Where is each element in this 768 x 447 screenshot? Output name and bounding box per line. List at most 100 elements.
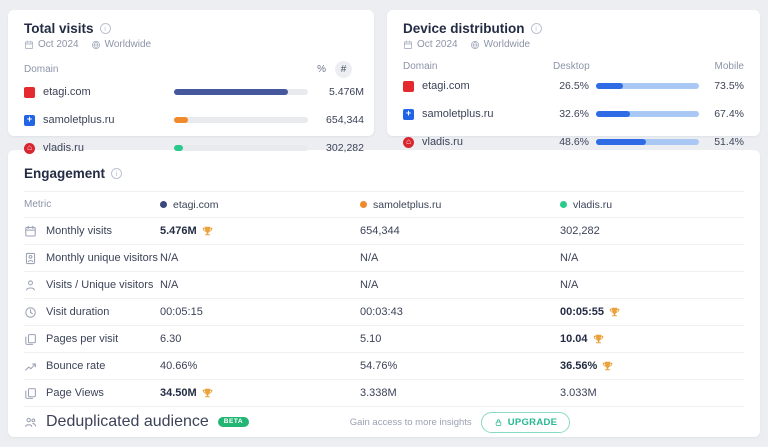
info-icon[interactable] (99, 23, 111, 34)
domain-cell: samoletplus.ru (403, 108, 553, 120)
domain-cell: vladis.ru (403, 136, 553, 148)
total-visits-title: Total visits (24, 21, 94, 36)
visits-value: 5.476M (328, 86, 364, 98)
total-visits-filters: Oct 2024 Worldwide (24, 39, 364, 50)
metric-label: Page Views (46, 387, 104, 399)
mobile-share-value: 51.4% (714, 136, 744, 148)
trophy-icon (202, 226, 213, 237)
domain-label: etagi.com (43, 86, 91, 98)
etagi-favicon (24, 86, 35, 98)
metric-value-cell: N/A (360, 252, 560, 264)
domain-label: etagi.com (422, 80, 470, 92)
device-distribution-rows: etagi.com 26.5% 73.5% samoletplus.ru 32.6% 67… (403, 72, 744, 156)
metric-value: N/A (360, 279, 379, 291)
info-icon[interactable] (111, 167, 123, 179)
metric-value-cell: 302,282 (560, 225, 744, 237)
metric-value: 3.033M (560, 387, 597, 399)
total-visits-table-header: Domain % # (24, 61, 364, 78)
metric-value-cell: N/A (360, 279, 560, 291)
mobile-share-value: 73.5% (714, 80, 744, 92)
badge-user-icon (24, 252, 37, 265)
device-distribution-table-header: Domain Desktop Mobile (403, 61, 744, 72)
engagement-title: Engagement (24, 165, 106, 181)
metric-value-cell: N/A (560, 279, 744, 291)
metric-cell: Page Views (24, 387, 160, 400)
engagement-metric-row: Visit duration 00:05:15 00:03:43 00:05:55 (24, 298, 744, 325)
metric-value-cell: 36.56% (560, 360, 744, 372)
metric-value: 00:05:55 (560, 306, 605, 318)
metric-value: 5.476M (160, 225, 197, 237)
metric-value: 54.76% (360, 360, 398, 372)
metric-cell: Bounce rate (24, 360, 160, 373)
engagement-metric-row: Bounce rate 40.66% 54.76% 36.56% (24, 352, 744, 379)
metric-value-cell: 00:03:43 (360, 306, 560, 318)
metric-cell: Visit duration (24, 306, 160, 319)
upgrade-button[interactable]: UPGRADE (480, 411, 571, 433)
domain-column-header: samoletplus.ru (360, 199, 560, 211)
clock-icon (24, 306, 37, 319)
upgrade-cta-text: Gain access to more insights (349, 416, 472, 428)
mobile-column-header: Mobile (714, 61, 744, 72)
info-icon[interactable] (530, 23, 542, 34)
legend-dot (560, 201, 567, 208)
percent-toggle[interactable]: % (317, 64, 326, 75)
metric-value-cell: 40.66% (160, 360, 360, 372)
domain-label: vladis.ru (43, 142, 84, 154)
device-distribution-title: Device distribution (403, 21, 525, 36)
metric-value: 40.66% (160, 360, 198, 372)
legend-dot (160, 201, 167, 208)
domain-column-header: Domain (24, 64, 59, 75)
calendar-icon (24, 40, 34, 50)
metric-label: Visit duration (46, 306, 110, 318)
vladis-favicon (24, 142, 35, 154)
upgrade-button-label: UPGRADE (507, 416, 558, 428)
vladis-favicon (403, 136, 414, 148)
deduplicated-audience-label: Deduplicated audience (46, 413, 209, 430)
metric-value: 654,344 (360, 225, 400, 237)
metric-value-cell: N/A (160, 252, 360, 264)
beta-badge: BETA (217, 416, 250, 428)
visits-bar (174, 145, 308, 151)
samoletplus-favicon (403, 108, 414, 120)
visits-value: 302,282 (326, 142, 364, 154)
metric-value: 34.50M (160, 387, 197, 399)
top-panels-row: Total visits Oct 2024 Worldwide Domain %… (8, 10, 760, 154)
metric-value-cell: 5.476M (160, 225, 360, 237)
domain-label: samoletplus.ru (422, 108, 494, 120)
domain-label: vladis.ru (573, 198, 613, 211)
total-visits-panel: Total visits Oct 2024 Worldwide Domain %… (8, 10, 374, 154)
count-toggle[interactable]: # (335, 61, 352, 78)
upgrade-cta: Gain access to more insights UPGRADE (350, 411, 571, 433)
device-split-bar (596, 111, 699, 117)
visits-bar (174, 117, 308, 123)
visits-bar-fill (174, 145, 184, 151)
metric-value: 3.338M (360, 387, 397, 399)
etagi-favicon (403, 80, 414, 92)
visits-bar-fill (174, 89, 288, 95)
region-label: Worldwide (104, 39, 152, 50)
engagement-metric-row: Monthly visits 5.476M 654,344 302,282 (24, 217, 744, 244)
device-split-bar (596, 139, 699, 145)
trophy-icon (202, 388, 213, 399)
metric-label: Monthly visits (46, 225, 113, 237)
metric-value-cell: N/A (560, 252, 744, 264)
metric-value: 302,282 (560, 225, 600, 237)
device-distribution-row: etagi.com 26.5% 73.5% (403, 72, 744, 100)
metric-value-cell: 00:05:15 (160, 306, 360, 318)
user-icon (24, 279, 37, 292)
users-icon (24, 416, 37, 429)
engagement-metric-row: Pages per visit 6.30 5.10 10.04 (24, 325, 744, 352)
desktop-share-value: 32.6% (559, 108, 589, 120)
engagement-metric-row: Page Views 34.50M 3.338M 3.033M (24, 379, 744, 406)
domain-label: etagi.com (173, 198, 219, 211)
trophy-icon (609, 307, 620, 318)
engagement-rows: Metric etagi.com samoletplus.ru vladis.ru Mo… (24, 191, 744, 406)
domain-cell: vladis.ru (24, 142, 174, 154)
metric-cell: Visits / Unique visitors (24, 279, 160, 292)
visits-bar-fill (174, 117, 189, 123)
domain-column-header: vladis.ru (560, 199, 744, 211)
bounce-icon (24, 360, 37, 373)
metric-label: Pages per visit (46, 333, 119, 345)
calendar-icon (403, 40, 413, 50)
